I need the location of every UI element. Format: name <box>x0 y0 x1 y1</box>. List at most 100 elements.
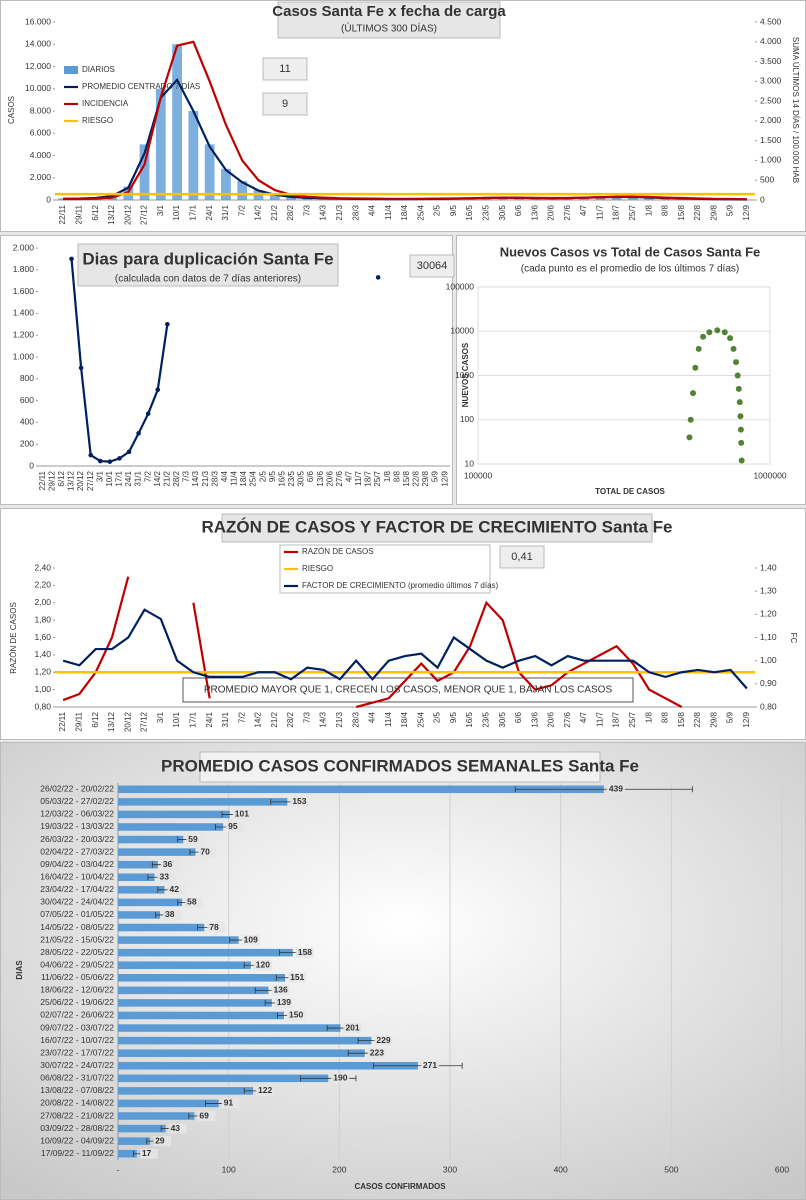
point <box>97 458 103 464</box>
y2-tick-label: 0,90 <box>760 678 777 688</box>
point <box>88 452 93 458</box>
x-tick-label: 100000 <box>464 470 493 480</box>
x-tick-label: 300 <box>443 1164 457 1174</box>
bar <box>118 1024 341 1032</box>
chart-title: Dias para duplicación Santa Fe <box>82 249 333 268</box>
bar <box>118 936 239 944</box>
y-tick-label: 04/06/22 - 29/05/22 <box>40 959 114 969</box>
x-tick-label: 31/1 <box>221 204 230 220</box>
y2-tick-label: 1,10 <box>760 632 777 642</box>
y-tick-label: 6.000 <box>30 128 52 138</box>
chart-title: RAZÓN DE CASOS Y FACTOR DE CRECIMIENTO S… <box>201 517 672 536</box>
x-tick-label: 12/9 <box>440 470 449 486</box>
x-tick-label: 13/6 <box>530 204 539 220</box>
y2-axis-label: SUMA ÚLTIMOS 14 DÍAS / 100.000 HAB <box>791 37 800 183</box>
y-tick-label: 100000 <box>446 281 475 291</box>
chart-subtitle: (ÚLTIMOS 300 DÍAS) <box>341 22 437 35</box>
x-tick-label: 27/6 <box>563 204 572 220</box>
bar <box>611 196 622 200</box>
x-tick-label: 4/4 <box>368 204 377 216</box>
bar <box>118 798 288 806</box>
y-tick-label: 06/08/22 - 31/07/22 <box>40 1073 114 1083</box>
point <box>727 335 734 342</box>
x-tick-label: 6/12 <box>91 711 100 727</box>
y-tick-label: 23/04/22 - 17/04/22 <box>40 884 114 894</box>
x-tick-label: 1/8 <box>644 711 653 723</box>
y-tick-label: 19/03/22 - 13/03/22 <box>40 821 114 831</box>
y-tick-label: 1.800 <box>13 264 35 274</box>
x-tick-label: 2/5 <box>433 711 442 723</box>
x-tick-label: 25/4 <box>416 711 425 727</box>
line <box>63 40 747 201</box>
bar <box>595 197 606 200</box>
bar <box>269 194 280 200</box>
point <box>735 385 742 392</box>
x-tick-label: 21/3 <box>201 470 210 486</box>
x-tick-label: 10/1 <box>105 470 114 486</box>
x-tick-label: 18/4 <box>400 711 409 727</box>
x-tick-label: 25/4 <box>416 204 425 220</box>
bar <box>237 181 248 200</box>
x-tick-label: 21/2 <box>270 711 279 727</box>
value-label: 120 <box>256 959 270 969</box>
value-label: 122 <box>258 1085 272 1095</box>
annotation: 0,41 <box>511 551 532 563</box>
x-axis-label: CASOS CONFIRMADOS <box>354 1182 446 1191</box>
x-tick-label: 14/3 <box>319 204 328 220</box>
bar <box>118 1049 365 1057</box>
x-tick-label: 400 <box>554 1164 568 1174</box>
bar <box>188 111 199 200</box>
bar <box>118 1124 166 1133</box>
legend-label: FACTOR DE CRECIMIENTO (promedio últimos … <box>302 581 499 590</box>
bar <box>514 197 524 200</box>
x-tick-label: 4/4 <box>368 711 377 723</box>
y-tick-label: 16.000 <box>25 16 51 26</box>
x-tick-label: 600 <box>775 1164 789 1174</box>
value-label: 109 <box>244 934 258 944</box>
title-box <box>199 751 601 783</box>
y2-tick-label: 1,20 <box>760 609 777 619</box>
value-label-box <box>198 847 217 858</box>
value-label-box <box>295 947 314 958</box>
x-tick-label: 200 <box>332 1164 346 1174</box>
x-tick-label: 14/2 <box>254 711 263 727</box>
y-tick-label: 1,60 <box>34 632 51 642</box>
x-tick-label: 27/12 <box>140 204 149 225</box>
y2-tick-label: 4.000 <box>760 36 782 46</box>
annotation-box <box>499 545 545 569</box>
x-tick-label: 11/4 <box>384 204 393 220</box>
x-tick-label: 29/12 <box>47 470 56 491</box>
y-tick-label: 2,40 <box>34 562 51 572</box>
annotation: 11 <box>279 63 290 75</box>
y-tick-label: 1000 <box>455 370 474 380</box>
bar <box>118 1137 151 1145</box>
y-tick-label: 25/06/22 - 19/06/22 <box>40 997 114 1007</box>
y-tick-label: 1.200 <box>13 329 35 339</box>
x-tick-label: 25/7 <box>628 711 637 727</box>
legend-label: DIARIOS <box>82 65 115 74</box>
x-tick-label: 23/5 <box>482 711 491 727</box>
x-tick-label: 14/2 <box>153 470 162 486</box>
legend-box <box>279 544 491 594</box>
value-label-box <box>288 972 307 983</box>
x-tick-label: 6/6 <box>514 204 523 216</box>
value-label-box <box>256 1085 275 1096</box>
y2-tick-label: 1,30 <box>760 585 777 595</box>
y-tick-label: 18/06/22 - 12/06/22 <box>40 985 114 995</box>
value-label: 201 <box>345 1022 359 1032</box>
value-label-box <box>253 960 272 971</box>
value-label: 153 <box>292 796 306 806</box>
bar <box>172 44 182 200</box>
y-tick-label: 12/03/22 - 06/03/22 <box>40 809 114 819</box>
value-label-box <box>157 872 176 883</box>
x-tick-label: 1/8 <box>383 470 392 482</box>
title-box <box>221 513 653 543</box>
value-label-box <box>168 1123 187 1134</box>
y-axis-label: RAZÓN DE CASOS <box>9 602 18 674</box>
value-label-box <box>186 834 205 845</box>
point <box>700 333 707 340</box>
y-tick-label: 07/05/22 - 01/05/22 <box>40 909 114 919</box>
x-tick-label: 8/8 <box>661 711 670 723</box>
value-label: 139 <box>277 997 291 1007</box>
